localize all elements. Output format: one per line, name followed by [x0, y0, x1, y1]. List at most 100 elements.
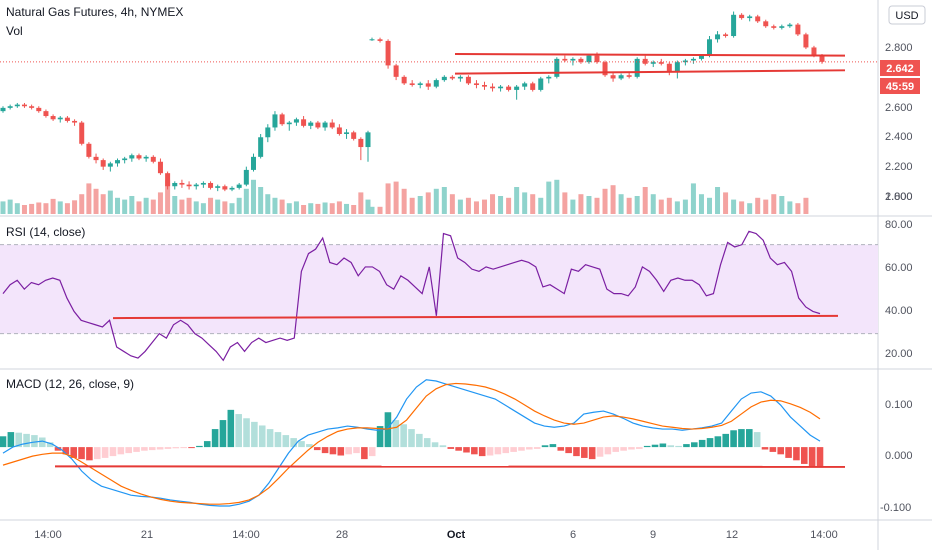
macd-line [2, 379, 821, 507]
candle [193, 182, 199, 190]
volume-bar [122, 199, 128, 214]
volume-bar [250, 179, 256, 214]
candle-body [365, 132, 371, 148]
macd-histogram-bar [596, 447, 604, 457]
macd-histogram-bar [604, 447, 612, 455]
candle [143, 155, 149, 162]
volume-bar [293, 201, 299, 214]
macd-histogram-bar [659, 443, 667, 448]
volume-bar [236, 197, 242, 214]
candle [258, 133, 264, 159]
candle [530, 81, 536, 92]
candle [236, 182, 242, 190]
candle [642, 55, 648, 66]
macd-histogram-bar [274, 432, 282, 448]
candle [293, 117, 299, 126]
volume-bar [279, 199, 285, 214]
candle-body [143, 156, 149, 159]
candle-body [329, 122, 335, 128]
candle-body [315, 122, 321, 128]
macd-histogram-bar [125, 447, 132, 454]
macd-histogram-bar [384, 412, 392, 448]
candle-body [578, 58, 584, 63]
candle-body [586, 55, 592, 63]
currency-button[interactable]: USD [888, 5, 926, 25]
candle [150, 155, 156, 164]
macd-histogram-bar [31, 435, 38, 448]
volume-bar [570, 199, 576, 214]
candle [86, 142, 92, 159]
price-candles[interactable] [0, 11, 878, 192]
macd-histogram-bar [141, 447, 148, 451]
candle [165, 171, 171, 190]
candle-body [243, 169, 249, 185]
candle [29, 104, 35, 110]
volume-bar [401, 188, 407, 214]
candle [522, 81, 528, 90]
candle-body [482, 85, 487, 87]
time-tick: 9 [650, 529, 656, 541]
countdown-badge: 45:59 [880, 78, 920, 94]
macd-histogram-bar [376, 426, 384, 448]
countdown-text: 45:59 [886, 81, 914, 93]
volume-bar [514, 187, 520, 214]
volume-bar [229, 203, 235, 214]
candle [64, 116, 70, 123]
candle-body [157, 161, 163, 174]
volume-bar [658, 199, 664, 214]
candle-body [514, 86, 520, 90]
volume-bar [43, 203, 49, 214]
volume-bar [129, 196, 135, 214]
volume-bar [100, 194, 106, 214]
candle-body [344, 132, 350, 134]
candle-body [172, 182, 178, 187]
volume-bar [666, 197, 672, 214]
macd-histogram-bar [164, 447, 172, 449]
candle-body [107, 163, 113, 167]
volume-bar [14, 203, 20, 214]
macd-histogram-bar [808, 447, 816, 467]
candle [329, 119, 335, 130]
candle-body [819, 55, 825, 62]
candle-body [129, 155, 135, 159]
volume-bar [72, 200, 78, 214]
candle-body [336, 127, 342, 134]
macd-histogram-bar [447, 447, 455, 449]
chart-title: Natural Gas Futures, 4h, NYMEX [6, 5, 183, 19]
candle [72, 119, 78, 126]
macd-tick: 0.000 [885, 450, 913, 462]
macd-histogram-bar [800, 447, 808, 464]
candle-body [498, 86, 504, 89]
macd-series [0, 379, 824, 507]
candle [115, 158, 121, 167]
candle-body [562, 58, 568, 61]
volume-bar [490, 194, 496, 214]
candle [562, 55, 568, 63]
candle-body [506, 86, 512, 90]
user-drawings[interactable] [54, 52, 846, 468]
candle [179, 179, 185, 188]
volume-bar [385, 183, 391, 214]
candle [715, 31, 721, 43]
macd-histogram-bar [706, 438, 714, 448]
volume-bar [642, 187, 648, 214]
macd-histogram-bar [777, 447, 785, 455]
volume-bar [57, 201, 63, 214]
volume-bar [272, 197, 278, 214]
time-tick: 28 [336, 529, 348, 541]
candle-body [72, 120, 78, 123]
volume-bar [530, 194, 536, 214]
macd-histogram-bar [290, 438, 297, 448]
price-tick: 1.800 [885, 191, 913, 203]
volume-bar [498, 196, 504, 214]
volume-bar [562, 192, 568, 214]
candle [14, 102, 20, 108]
candle [441, 75, 447, 82]
volume-bar [369, 206, 375, 214]
candle [107, 161, 113, 172]
candle [602, 60, 608, 77]
volume-bar [393, 181, 399, 214]
volume-bar [86, 183, 92, 214]
candle [157, 158, 163, 175]
